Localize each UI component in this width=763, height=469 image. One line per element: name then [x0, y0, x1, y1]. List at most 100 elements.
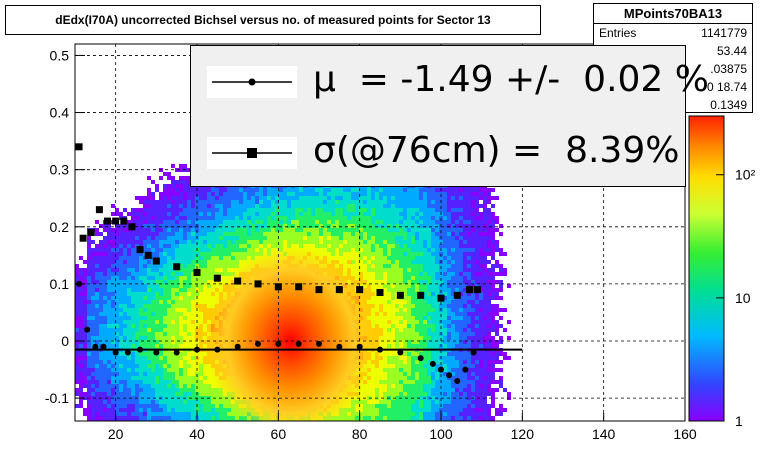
heatmap-cell [103, 332, 107, 336]
heatmap-cell [91, 248, 95, 252]
heatmap-cell [107, 344, 111, 348]
heatmap-cell [139, 368, 143, 372]
heatmap-cell [363, 228, 367, 232]
heatmap-cell [319, 216, 323, 220]
heatmap-cell [163, 304, 167, 308]
heatmap-cell [91, 412, 95, 416]
heatmap-cell [75, 296, 79, 300]
heatmap-cell [263, 204, 267, 208]
heatmap-cell [211, 384, 215, 388]
heatmap-cell [199, 200, 203, 204]
heatmap-cell [163, 244, 167, 248]
heatmap-cell [79, 312, 83, 316]
heatmap-cell [103, 264, 107, 268]
heatmap-cell [163, 368, 167, 372]
heatmap-cell [159, 376, 163, 380]
heatmap-cell [95, 364, 99, 368]
heatmap-cell [111, 332, 115, 336]
heatmap-cell [283, 188, 287, 192]
heatmap-cell [155, 300, 159, 304]
heatmap-cell [111, 404, 115, 408]
heatmap-cell [139, 324, 143, 328]
heatmap-cell [347, 408, 351, 412]
heatmap-cell [187, 300, 191, 304]
heatmap-cell [355, 268, 359, 272]
heatmap-cell [167, 244, 171, 248]
heatmap-cell [199, 304, 203, 308]
heatmap-cell [75, 268, 79, 272]
heatmap-cell [311, 200, 315, 204]
heatmap-cell [223, 240, 227, 244]
heatmap-cell [131, 320, 135, 324]
heatmap-cell [167, 416, 171, 420]
heatmap-cell [103, 400, 107, 404]
heatmap-cell [151, 336, 155, 340]
heatmap-cell [167, 324, 171, 328]
heatmap-cell [159, 196, 163, 200]
heatmap-cell [83, 360, 87, 364]
heatmap-cell [131, 264, 135, 268]
heatmap-cell [103, 268, 107, 272]
heatmap-cell [187, 188, 191, 192]
heatmap-cell [99, 268, 103, 272]
heatmap-cell [75, 308, 79, 312]
heatmap-cell [111, 268, 115, 272]
heatmap-cell [107, 408, 111, 412]
heatmap-cell [219, 404, 223, 408]
heatmap-cell [207, 376, 211, 380]
heatmap-cell [155, 268, 159, 272]
heatmap-cell [203, 368, 207, 372]
heatmap-cell [307, 232, 311, 236]
heatmap-cell [159, 296, 163, 300]
heatmap-cell [323, 244, 327, 248]
heatmap-cell [139, 364, 143, 368]
heatmap-cell [75, 372, 79, 376]
heatmap-cell [91, 292, 95, 296]
heatmap-cell [367, 228, 371, 232]
heatmap-cell [235, 264, 239, 268]
heatmap-cell [131, 316, 135, 320]
heatmap-cell [315, 240, 319, 244]
heatmap-cell [351, 244, 355, 248]
heatmap-cell [143, 212, 147, 216]
heatmap-cell [91, 328, 95, 332]
heatmap-cell [83, 340, 87, 344]
heatmap-cell [199, 372, 203, 376]
heatmap-cell [279, 216, 283, 220]
heatmap-cell [155, 372, 159, 376]
heatmap-cell [171, 240, 175, 244]
heatmap-cell [91, 280, 95, 284]
heatmap-cell [91, 312, 95, 316]
heatmap-cell [199, 216, 203, 220]
heatmap-cell [207, 256, 211, 260]
heatmap-cell [159, 320, 163, 324]
heatmap-cell [127, 272, 131, 276]
heatmap-cell [151, 384, 155, 388]
heatmap-cell [267, 204, 271, 208]
heatmap-cell [107, 376, 111, 380]
heatmap-cell [171, 296, 175, 300]
heatmap-cell [95, 232, 99, 236]
heatmap-cell [147, 328, 151, 332]
heatmap-cell [263, 232, 267, 236]
heatmap-cell [187, 272, 191, 276]
heatmap-cell [167, 248, 171, 252]
heatmap-cell [159, 312, 163, 316]
heatmap-cell [211, 412, 215, 416]
heatmap-cell [151, 288, 155, 292]
heatmap-cell [147, 280, 151, 284]
heatmap-cell [319, 200, 323, 204]
heatmap-cell [175, 276, 179, 280]
heatmap-cell [143, 296, 147, 300]
heatmap-cell [367, 200, 371, 204]
heatmap-cell [351, 212, 355, 216]
heatmap-cell [251, 236, 255, 240]
heatmap-cell [355, 208, 359, 212]
heatmap-cell [367, 260, 371, 264]
heatmap-cell [183, 340, 187, 344]
heatmap-cell [171, 196, 175, 200]
heatmap-cell [163, 364, 167, 368]
heatmap-cell [287, 212, 291, 216]
heatmap-cell [227, 192, 231, 196]
heatmap-cell [255, 220, 259, 224]
